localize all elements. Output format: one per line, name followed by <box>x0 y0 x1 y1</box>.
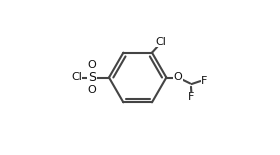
Text: F: F <box>201 76 207 86</box>
Text: Cl: Cl <box>155 37 166 46</box>
Text: O: O <box>88 60 96 70</box>
Text: S: S <box>88 71 96 84</box>
Text: F: F <box>188 92 195 102</box>
Text: O: O <box>88 85 96 95</box>
Text: Cl: Cl <box>71 73 82 82</box>
Text: O: O <box>174 73 182 82</box>
